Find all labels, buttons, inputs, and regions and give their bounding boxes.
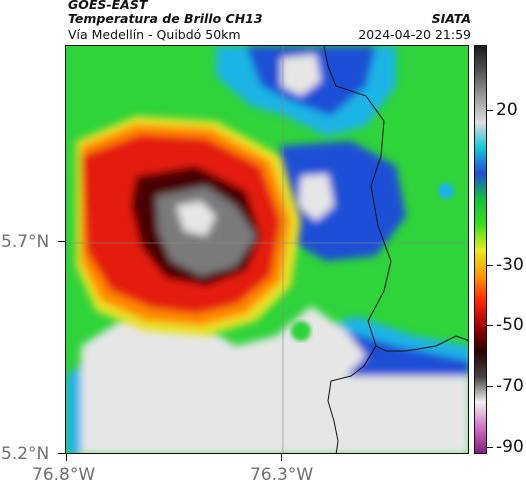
lat-label-5-7: 5.7°N [1, 232, 50, 252]
tick-lon-76-8 [66, 454, 67, 461]
cbar-tick-m70 [487, 386, 493, 387]
cbar-tick-m90 [487, 447, 493, 448]
cbar-label-m90: -90 [496, 437, 524, 457]
cbar-label-20: 20 [496, 100, 518, 120]
product-title: Temperatura de Brillo CH13 [68, 11, 263, 26]
cbar-label-m70: -70 [496, 376, 524, 396]
cbar-tick-20 [487, 110, 493, 111]
cbar-tick-m30 [487, 265, 493, 266]
source-label: SIATA [431, 11, 471, 26]
green-patch [291, 321, 311, 341]
map-image [66, 46, 468, 453]
satellite-name: GOES-EAST [68, 0, 148, 12]
cbar-label-m50: -50 [496, 315, 524, 335]
tick-lat-5-7 [58, 241, 65, 242]
cbar-label-m30: -30 [496, 255, 524, 275]
white-region-south-bottom [81, 376, 468, 453]
colorbar [474, 45, 487, 454]
cold-spot-east [438, 183, 454, 199]
lon-label-76-8: 76.8°W [32, 465, 96, 485]
tick-lon-76-3 [281, 454, 282, 461]
light-gray-core [176, 201, 216, 236]
lat-label-5-2: 5.2°N [1, 444, 50, 464]
region-subtitle: Vía Medellín - Quibdó 50km [68, 27, 241, 42]
lon-label-76-3: 76.3°W [250, 465, 314, 485]
blue-cloud-center [271, 141, 406, 261]
white-cloud-north [281, 54, 321, 96]
cbar-tick-m50 [487, 325, 493, 326]
white-cloud-center [298, 174, 334, 221]
department-border [323, 46, 468, 453]
timestamp: 2024-04-20 21:59 [358, 27, 471, 42]
tick-lat-5-2 [58, 453, 65, 454]
brightness-temperature-map[interactable] [65, 45, 469, 454]
